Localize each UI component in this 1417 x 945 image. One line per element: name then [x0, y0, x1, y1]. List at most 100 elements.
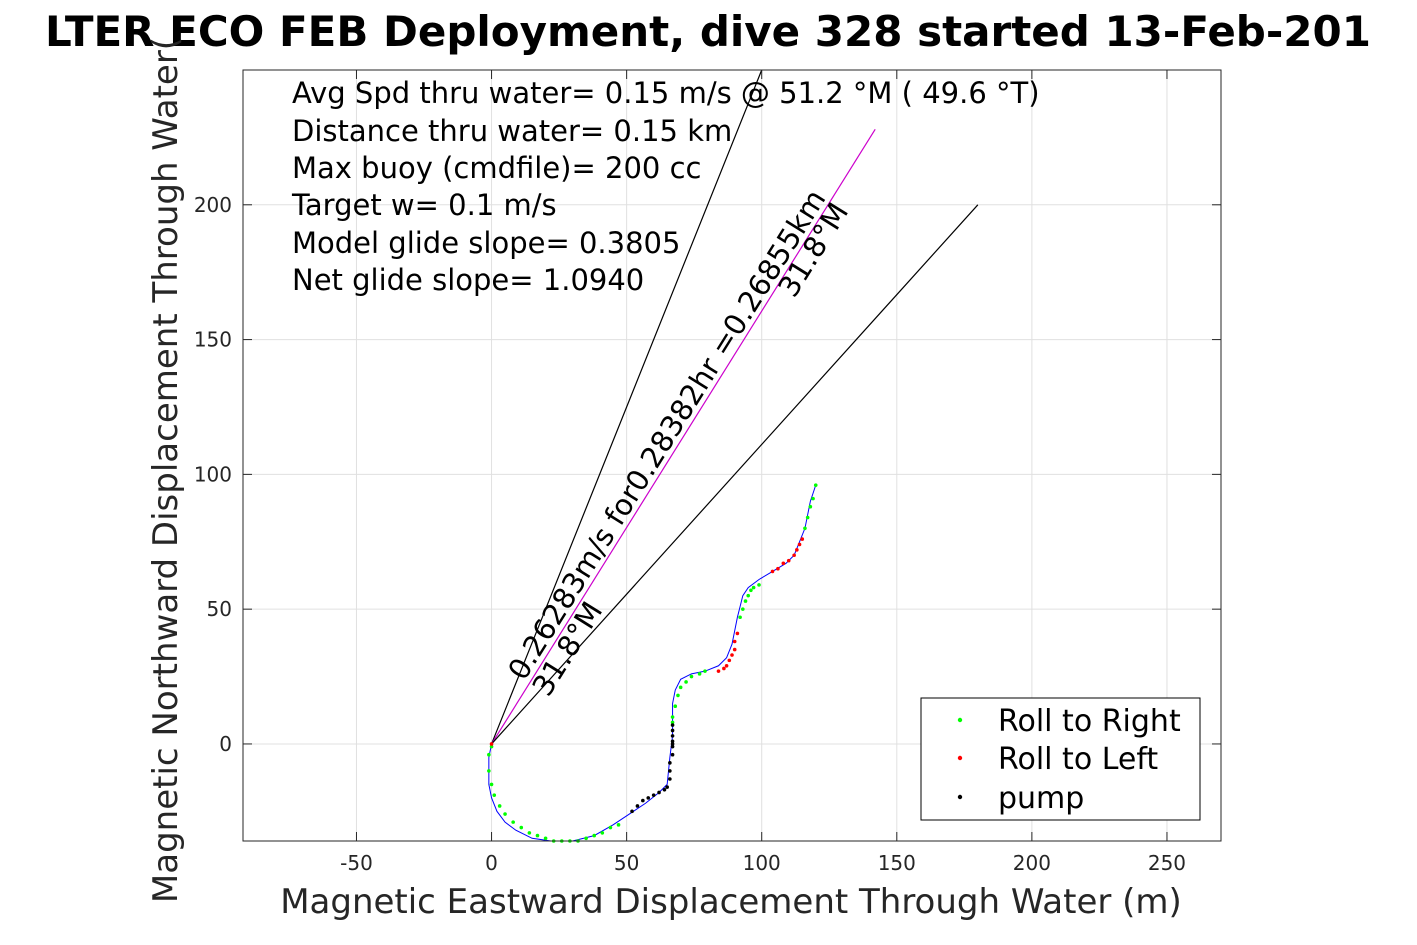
roll-to-right-point [757, 583, 761, 587]
roll-to-left-point [800, 537, 805, 541]
x-axis-label: Magnetic Eastward Displacement Through W… [280, 882, 1182, 922]
roll-to-right-point [741, 607, 745, 611]
roll-to-left-point [776, 566, 780, 571]
roll-to-right-point [487, 752, 491, 757]
pump-point [657, 790, 661, 795]
roll-to-right-point [676, 693, 680, 698]
roll-to-left-point [489, 742, 494, 746]
roll-to-right-point [592, 833, 597, 838]
pump-point [670, 742, 675, 746]
roll-to-left-point [724, 663, 729, 668]
y-tick-label: 0 [219, 732, 232, 756]
pump-point [670, 734, 675, 738]
pump-point [635, 804, 640, 808]
y-axis-label: Magnetic Northward Displacement Through … [146, 37, 186, 903]
roll-to-right-point [670, 715, 675, 719]
pump-point [651, 793, 656, 797]
roll-to-right-point [805, 515, 810, 520]
roll-to-left-point [770, 569, 775, 574]
info-line: Max buoy (cmdfile)= 200 cc [292, 151, 701, 185]
track [488, 484, 817, 842]
roll-to-right-point [492, 793, 497, 797]
roll-to-left-point [781, 561, 786, 566]
x-tick-label: 50 [614, 851, 639, 875]
x-tick-label: 200 [1013, 851, 1051, 875]
plot-frame [242, 69, 1222, 842]
roll-to-left-point [795, 548, 799, 552]
x-tick-label: 100 [743, 851, 781, 875]
roll-to-left-point [727, 658, 732, 663]
roll-to-right-point [689, 674, 694, 679]
pump-point [668, 761, 672, 765]
pump-point [670, 728, 675, 733]
info-line: Distance thru water= 0.15 km [292, 114, 732, 148]
bearing-line-lower [491, 204, 979, 745]
pump-point [670, 723, 675, 727]
x-tick-label: -50 [340, 851, 373, 875]
pump-point [630, 809, 634, 814]
roll-to-right-point [803, 526, 807, 531]
roll-to-left-point [732, 647, 737, 652]
legend-marker-roll-right [957, 717, 963, 723]
roll-to-right-point [519, 825, 524, 830]
roll-to-left-point [730, 653, 734, 657]
roll-to-left-point [732, 639, 737, 644]
roll-to-right-point [497, 804, 502, 808]
roll-to-right-point [808, 504, 813, 509]
roll-to-left-point [735, 631, 740, 636]
ticks: -50 0 50 100 150 200 250 0 50 100 150 200 [194, 70, 1221, 875]
y-tick-label: 200 [194, 193, 232, 217]
pump-point [641, 798, 645, 803]
roll-to-right-point [673, 704, 678, 709]
track-line [488, 484, 817, 842]
roll-to-right-point [743, 599, 748, 603]
heading-line [491, 128, 876, 745]
roll-to-right-point [489, 744, 494, 749]
roll-to-right-point [600, 831, 605, 835]
legend-marker-roll-left [957, 755, 963, 761]
x-tick-label: 250 [1148, 851, 1186, 875]
roll-to-left-point [722, 666, 726, 671]
legend-label-roll-left: Roll to Left [998, 742, 1158, 777]
chart-title: LTER ECO FEB Deployment, dive 328 starte… [45, 7, 1371, 56]
info-line: Net glide slope= 1.0940 [292, 263, 644, 297]
legend-label-roll-right: Roll to Right [998, 704, 1181, 739]
roll-to-left-point [786, 558, 791, 563]
roll-to-right-point [535, 833, 540, 838]
reference-lines [490, 69, 979, 745]
roll-to-right-point [511, 820, 515, 824]
roll-to-right-point [670, 720, 675, 725]
x-tick-label: 150 [878, 851, 916, 875]
info-line: Model glide slope= 0.3805 [292, 226, 680, 260]
roll-to-right-point [678, 685, 683, 690]
roll-to-left-point [797, 542, 802, 547]
roll-to-right-point [751, 585, 756, 590]
y-tick-label: 50 [207, 597, 232, 621]
roll-to-right-point [813, 483, 818, 487]
pump-point [665, 785, 669, 789]
roll-to-right-point [749, 588, 753, 593]
pump-point [668, 769, 672, 773]
legend-marker-pump [957, 794, 963, 800]
roll-to-right-point [487, 769, 491, 773]
roll-to-right-point [738, 615, 742, 620]
info-block: Avg Spd thru water= 0.15 m/s @ 51.2 °M (… [291, 76, 1040, 297]
roll-to-right-point [489, 782, 494, 787]
pump-point [646, 796, 651, 800]
legend: Roll to Right Roll to Left pump [920, 697, 1201, 821]
pump-point [670, 752, 675, 757]
y-tick-label: 150 [194, 328, 232, 352]
data-points [487, 483, 818, 843]
pump-point [670, 739, 675, 744]
roll-to-right-point [608, 825, 613, 830]
roll-to-left-point [792, 553, 796, 558]
legend-label-pump: pump [998, 781, 1084, 816]
roll-to-right-point [527, 831, 532, 835]
x-tick-label: 0 [485, 851, 498, 875]
pump-point [668, 777, 672, 781]
bearing-line-upper [490, 69, 763, 745]
pump-point [662, 787, 667, 792]
legend-box [920, 697, 1201, 821]
roll-to-right-point [746, 593, 751, 598]
